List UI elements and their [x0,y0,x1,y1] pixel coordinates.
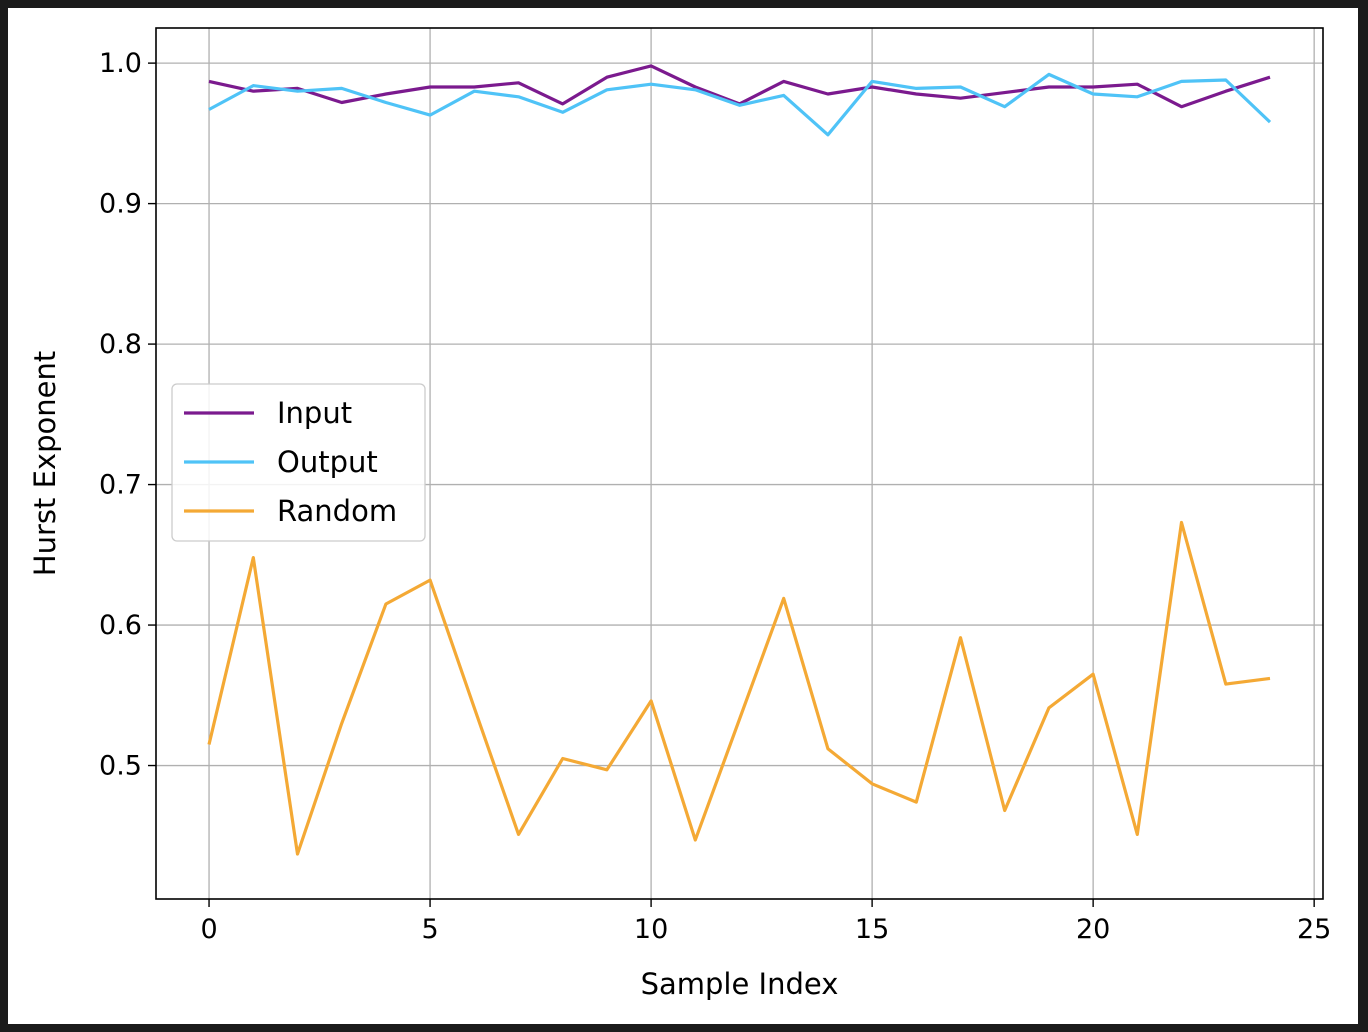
y-tick-label: 0.7 [99,470,142,501]
grid [156,28,1323,899]
y-tick-label: 1.0 [99,48,142,79]
legend-box [171,383,426,542]
x-tick-label: 15 [855,914,889,945]
y-axis-label: Hurst Exponent [28,351,62,576]
x-tick-label: 20 [1076,914,1110,945]
x-axis-label: Sample Index [641,967,839,1001]
y-tick-label: 0.6 [99,610,142,641]
ticks: 0 5 10 15 20 25 0.5 0.6 0.7 0.8 0.9 1.0 [99,48,1331,945]
x-tick-label: 25 [1297,914,1331,945]
y-tick-label: 0.9 [99,189,142,220]
y-tick-label: 0.5 [99,751,142,782]
x-tick-label: 5 [421,914,438,945]
legend: Input Output Random [171,383,426,542]
line-chart: 0 5 10 15 20 25 0.5 0.6 0.7 0.8 0.9 1.0 Sample Inde… [28,27,1331,1001]
axes-frame [155,27,1324,900]
figure: 0 5 10 15 20 25 0.5 0.6 0.7 0.8 0.9 1.0 Sample Inde… [8,8,1358,1024]
series-line-random [207,520,1271,856]
series-lines [207,64,1272,856]
x-tick-label: 0 [200,914,217,945]
legend-label-output: Output [277,445,378,479]
y-tick-label: 0.8 [99,329,142,360]
legend-label-random: Random [277,494,397,528]
legend-label-input: Input [277,396,352,430]
series-line-input [208,64,1271,109]
x-tick-label: 10 [634,914,668,945]
series-line-output [208,72,1272,137]
